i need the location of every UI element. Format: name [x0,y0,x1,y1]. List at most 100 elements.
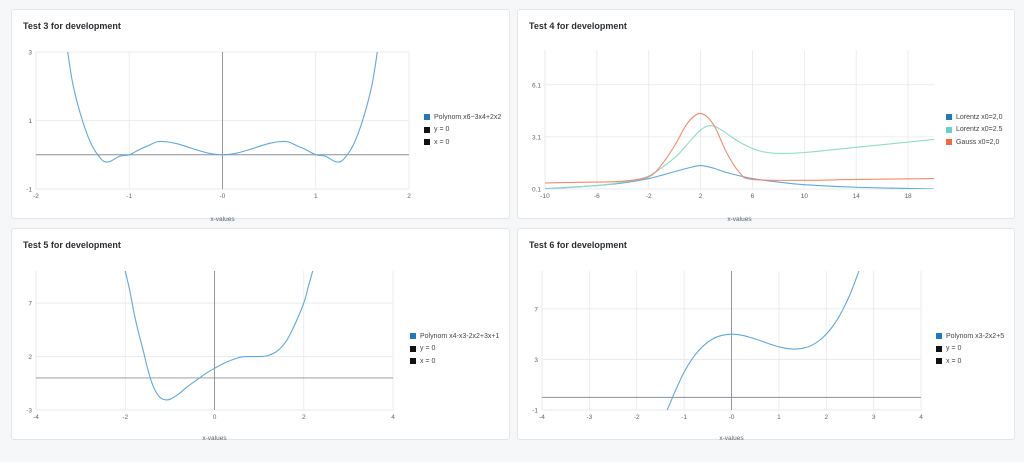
legend-item[interactable]: y = 0 [424,124,501,137]
x-tick-label: 4 [919,414,923,421]
x-tick-label: -3 [586,414,592,421]
series-line [124,271,314,401]
y-tick-label: 7 [534,306,538,313]
y-tick-label: 3 [534,357,538,364]
legend-label: x = 0 [434,138,450,146]
chart-legend: Polynom x6−3x4+2x2 y = 0 x = 0 [424,111,501,149]
x-tick-label: 1 [314,193,318,200]
chart-card-1: Test 3 for development -2 -1 -0 1 2 -1 1 3 x-val… [11,9,510,224]
legend-label: Lorentz x0=2,0 [956,113,1003,121]
y-tick-label: 6.1 [532,82,541,89]
chart-legend: Lorentz x0=2,0 Lorentz x0=2.5 Gauss x0=2,0 [946,111,1003,149]
legend-item[interactable]: Polynom x6−3x4+2x2 [424,111,501,124]
legend-swatch [410,345,416,352]
chart-card-3: Test 5 for development -4 -2 0 2 4 -3 2 7 x-valu… [11,228,510,442]
series-line [67,52,378,163]
x-tick-label: -6 [594,193,600,200]
legend-item[interactable]: x = 0 [410,355,499,368]
x-tick-label: 4 [391,414,395,421]
x-tick-label: -2 [646,193,652,200]
legend-item[interactable]: y = 0 [410,343,499,356]
x-tick-label: -4 [539,414,545,421]
legend-swatch [936,358,942,365]
legend-item[interactable]: Gauss x0=2,0 [946,136,1003,149]
legend-item[interactable]: Lorentz x0=2.5 [946,124,1003,137]
series-line [545,112,934,184]
series-line [545,164,934,189]
x-axis-label: x-values [719,435,744,442]
chart-plot-2: -10 -6 -2 2 6 10 14 18 0.1 3.1 6.1 x-values [532,50,934,223]
y-tick-label: -1 [26,187,32,194]
x-tick-label: 0 [213,414,217,421]
chart-title: Test 4 for development [529,21,627,31]
chart-card-4: Test 6 for development -4 -3 -2 -1 -0 1 2 3 4 -1 3… [517,228,1015,442]
y-tick-label: 3 [28,50,32,57]
legend-swatch [946,126,952,133]
x-tick-label: -2 [634,414,640,421]
legend-swatch [410,358,416,365]
legend-swatch [410,333,416,340]
legend-item[interactable]: y = 0 [936,343,1004,356]
x-tick-label: -0 [729,414,735,421]
y-tick-label: 0.1 [532,187,541,194]
legend-label: y = 0 [434,126,450,134]
chart-title: Test 3 for development [23,21,121,31]
legend-label: Polynom x6−3x4+2x2 [434,113,502,121]
chart-legend: Polynom x4-x3-2x2+3x+1 y = 0 x = 0 [410,330,499,368]
chart-plot-3: -4 -2 0 2 4 -3 2 7 x-values [26,271,395,442]
legend-label: Polynom x4-x3-2x2+3x+1 [420,332,500,340]
x-tick-label: 3 [872,414,876,421]
y-tick-label: -1 [532,408,538,415]
x-tick-label: 2 [699,193,703,200]
y-tick-label: 7 [28,301,32,308]
legend-label: Gauss x0=2,0 [956,138,1000,146]
x-tick-label: -4 [33,414,39,421]
chart-title: Test 5 for development [23,240,121,250]
legend-item[interactable]: Lorentz x0=2,0 [946,111,1003,124]
legend-swatch [946,139,952,146]
legend-item[interactable]: x = 0 [936,355,1004,368]
legend-item[interactable]: Polynom x3-2x2+5 [936,330,1004,343]
chart-legend: Polynom x3-2x2+5 y = 0 x = 0 [936,330,1004,368]
x-axis-label: x-values [210,216,235,223]
x-tick-label: -0 [220,193,226,200]
legend-item[interactable]: Polynom x4-x3-2x2+3x+1 [410,330,499,343]
x-tick-label: -1 [681,414,687,421]
x-tick-label: 6 [751,193,755,200]
x-axis-label: x-values [727,216,752,223]
legend-swatch [424,126,430,133]
x-tick-label: 2 [407,193,411,200]
chart-card-2: Test 4 for development -10 -6 -2 2 6 10 14 18 0.… [517,9,1015,223]
y-tick-label: 1 [28,118,32,125]
legend-label: y = 0 [946,345,962,353]
legend-item[interactable]: x = 0 [424,136,501,149]
x-tick-label: -10 [540,193,550,200]
x-tick-label: 18 [904,193,912,200]
x-tick-label: 2 [302,414,306,421]
legend-label: Polynom x3-2x2+5 [946,332,1005,340]
legend-label: y = 0 [420,345,436,353]
series-line [666,271,860,410]
y-tick-label: 2 [28,354,32,361]
x-tick-label: 10 [801,193,809,200]
legend-swatch [946,114,952,121]
legend-label: x = 0 [420,357,436,365]
x-tick-label: 2 [824,414,828,421]
y-tick-label: 3.1 [532,134,541,141]
legend-swatch [936,345,942,352]
y-tick-label: -3 [26,408,32,415]
chart-title: Test 6 for development [529,240,627,250]
x-tick-label: 14 [853,193,861,200]
chart-plot-4: -4 -3 -2 -1 -0 1 2 3 4 -1 3 7 x-values [532,271,923,442]
legend-label: Lorentz x0=2.5 [956,126,1003,134]
legend-swatch [936,333,942,340]
x-tick-label: -2 [122,414,128,421]
x-tick-label: -2 [33,193,39,200]
legend-label: x = 0 [946,357,962,365]
legend-swatch [424,139,430,146]
x-tick-label: 1 [777,414,781,421]
x-tick-label: -1 [126,193,132,200]
x-axis-label: x-values [202,435,227,442]
legend-swatch [424,114,430,121]
